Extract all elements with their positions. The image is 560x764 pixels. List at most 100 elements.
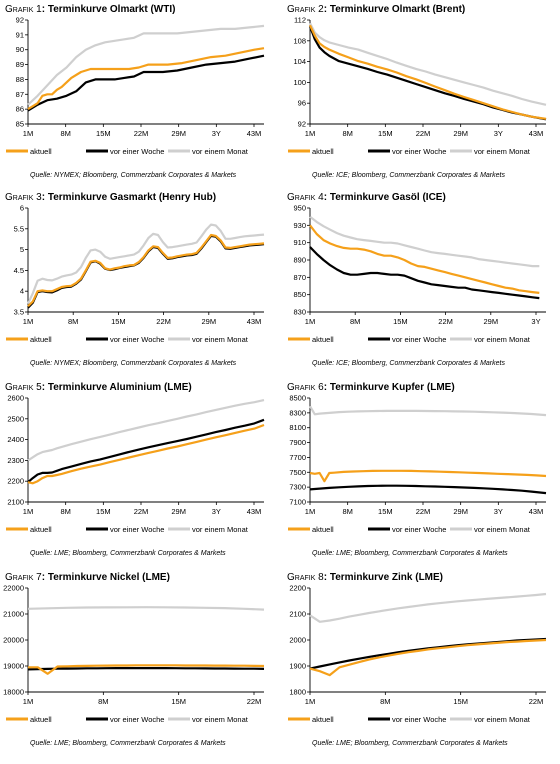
x-tick-label: 29M [202, 317, 217, 326]
legend-label: vor einer Woche [110, 525, 164, 534]
y-tick-label: 20000 [3, 636, 24, 645]
y-tick-label: 104 [293, 57, 306, 66]
legend-label: vor einem Monat [192, 715, 249, 724]
chart-title-text: Terminkurve Olmarkt (WTI) [47, 4, 176, 15]
chart-title-text: Terminkurve Gasmarkt (Henry Hub) [47, 192, 217, 203]
x-tick-label: 29M [484, 317, 499, 326]
x-tick-label: 1M [305, 129, 315, 138]
chart-prefix: Grafik 3 [5, 192, 42, 203]
chart-prefix: Grafik 5 [5, 382, 42, 393]
legend-label: vor einer Woche [110, 335, 164, 344]
legend-label: vor einer Woche [392, 147, 446, 156]
y-tick-label: 2400 [7, 435, 24, 444]
y-tick-label: 89 [16, 60, 24, 69]
x-tick-label: 15M [96, 507, 111, 516]
y-tick-label: 850 [293, 290, 306, 299]
y-tick-label: 22000 [3, 584, 24, 593]
y-tick-label: 2600 [7, 394, 24, 403]
series-line-aktuell [27, 233, 265, 307]
legend-label: aktuell [312, 525, 334, 534]
x-tick-label: 8M [60, 129, 70, 138]
y-tick-label: 91 [16, 30, 24, 39]
chart-panel-zink: Grafik 8: Terminkurve Zink (LME) 1800 190… [284, 570, 556, 756]
x-tick-label: 22M [438, 317, 453, 326]
y-tick-label: 92 [16, 16, 24, 25]
y-tick-label: 5.5 [14, 224, 24, 233]
chart-title-text: Terminkurve Kupfer (LME) [329, 382, 455, 393]
series-line-monat [27, 24, 265, 106]
x-tick-label: 1M [23, 697, 33, 706]
y-tick-label: 7500 [289, 468, 306, 477]
x-tick-label: 3Y [212, 129, 221, 138]
chart-title: Grafik 2: Terminkurve Olmarkt (Brent) [287, 4, 466, 15]
x-tick-label: 15M [453, 697, 468, 706]
chart-title: Grafik 8: Terminkurve Zink (LME) [287, 572, 444, 583]
chart-title-text: Terminkurve Zink (LME) [329, 572, 444, 583]
x-tick-label: 15M [393, 317, 408, 326]
legend-label: vor einem Monat [192, 525, 249, 534]
x-tick-label: 8M [342, 129, 352, 138]
chart-panel-aluminium: Grafik 5: Terminkurve Aluminium (LME) 21… [2, 380, 274, 566]
series-line-aktuell [27, 423, 265, 485]
line-chart-henry-hub: 3.5 4 4.5 5 5.5 6 1M 8M 15M 22M 29M 43M aktuell vor e… [6, 204, 265, 344]
chart-source: Quelle: LME; Bloomberg, Commerzbank Corp… [30, 740, 226, 747]
x-tick-label: 8M [350, 317, 360, 326]
line-chart-zink: 1800 1900 2000 2100 2200 1M 8M 15M 22M aktuell vor… [288, 584, 547, 724]
x-tick-label: 43M [529, 129, 544, 138]
chart-panel-nickel: Grafik 7: Terminkurve Nickel (LME) 18000… [2, 570, 274, 756]
chart-title-text: Terminkurve Gasöl (ICE) [329, 192, 446, 203]
y-tick-label: 930 [293, 221, 306, 230]
y-tick-label: 2200 [289, 584, 306, 593]
x-tick-label: 3Y [494, 129, 503, 138]
chart-source: Quelle: LME; Bloomberg, Commerzbank Corp… [30, 550, 226, 557]
series-line-woche [309, 637, 547, 670]
x-tick-label: 43M [247, 507, 262, 516]
legend-label: aktuell [30, 525, 52, 534]
y-tick-label: 108 [293, 36, 306, 45]
y-tick-label: 910 [293, 238, 306, 247]
series-line-woche [309, 246, 540, 300]
x-tick-label: 1M [305, 317, 315, 326]
x-tick-label: 29M [453, 507, 468, 516]
y-tick-label: 8300 [289, 408, 306, 417]
chart-source: Quelle: NYMEX; Bloomberg, Commerzbank Co… [30, 172, 237, 179]
y-tick-label: 7900 [289, 438, 306, 447]
y-tick-label: 96 [298, 99, 306, 108]
x-tick-label: 3Y [494, 507, 503, 516]
y-tick-label: 2000 [289, 636, 306, 645]
series-line-aktuell [27, 47, 265, 111]
chart-panel-wti: Grafik 1: Terminkurve Olmarkt (WTI) 85 86… [2, 2, 274, 188]
legend-label: vor einem Monat [474, 335, 531, 344]
y-tick-label: 2500 [7, 414, 24, 423]
y-tick-label: 4 [20, 287, 24, 296]
chart-title: Grafik 7: Terminkurve Nickel (LME) [5, 572, 170, 583]
x-tick-label: 22M [134, 129, 149, 138]
line-chart-aluminium: 2100 2200 2300 2400 2500 2600 1M 8M 15M 22M 29M 3Y 4… [6, 394, 265, 534]
x-tick-label: 15M [378, 129, 393, 138]
y-tick-label: 7300 [289, 483, 306, 492]
x-tick-label: 43M [247, 317, 262, 326]
series-line-woche [27, 54, 265, 112]
y-tick-label: 950 [293, 204, 306, 213]
chart-title-text: Terminkurve Nickel (LME) [47, 572, 170, 583]
x-tick-label: 22M [134, 507, 149, 516]
series-line-aktuell [309, 24, 547, 120]
legend-label: aktuell [312, 715, 334, 724]
y-tick-label: 21000 [3, 610, 24, 619]
y-tick-label: 7100 [289, 498, 306, 507]
chart-title-text: Terminkurve Aluminium (LME) [47, 382, 192, 393]
chart-source: Quelle: ICE; Bloomberg, Commerzbank Corp… [312, 172, 505, 179]
y-tick-label: 100 [293, 78, 306, 87]
x-tick-label: 1M [305, 697, 315, 706]
line-chart-brent: 92 96 100 104 108 112 1M 8M 15M 22M 29M 3Y 43M aktuel… [288, 16, 547, 156]
x-tick-label: 43M [247, 129, 262, 138]
y-tick-label: 90 [16, 45, 24, 54]
x-tick-label: 15M [378, 507, 393, 516]
chart-source: Quelle: LME; Bloomberg, Commerzbank Corp… [312, 550, 508, 557]
series-line-woche [27, 666, 265, 671]
chart-prefix: Grafik 2 [287, 4, 324, 15]
chart-source: Quelle: NYMEX; Bloomberg, Commerzbank Co… [30, 360, 237, 367]
legend-label: aktuell [312, 335, 334, 344]
legend-label: vor einer Woche [392, 715, 446, 724]
chart-title: Grafik 1: Terminkurve Olmarkt (WTI) [5, 4, 176, 15]
